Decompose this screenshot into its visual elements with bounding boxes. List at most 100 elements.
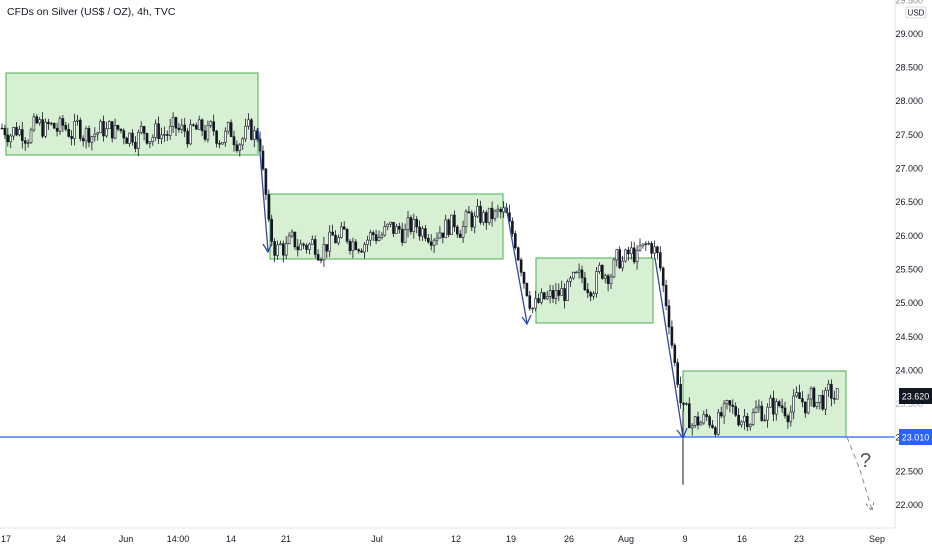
- candle-body: [806, 398, 810, 414]
- candle-body: [667, 305, 671, 328]
- candle-body: [772, 397, 775, 415]
- candle-body: [424, 228, 427, 239]
- candle-body: [15, 127, 18, 136]
- candle-body: [537, 298, 540, 303]
- candle-body: [618, 249, 622, 269]
- candle-body: [473, 215, 477, 228]
- candle-body: [542, 292, 546, 300]
- candle-body: [212, 121, 215, 132]
- currency-label: USD: [908, 9, 925, 18]
- candle-body: [525, 282, 529, 297]
- candle-body: [368, 232, 372, 241]
- candle-body: [163, 134, 166, 136]
- candle-body: [647, 243, 651, 245]
- candle-body: [453, 214, 456, 228]
- candle-body: [743, 415, 746, 423]
- candle-body: [447, 219, 450, 236]
- candle-body: [377, 237, 381, 241]
- candle-body: [415, 219, 419, 228]
- candle-body: [769, 397, 772, 408]
- candle-body: [728, 400, 732, 406]
- candle-body: [125, 137, 128, 144]
- candle-body: [658, 252, 662, 269]
- candle-body: [687, 403, 691, 429]
- candle-body: [171, 117, 175, 127]
- candle-body: [154, 123, 157, 138]
- candle-body: [821, 395, 825, 410]
- candle-body: [531, 307, 535, 310]
- y-tick-label: 28.500: [895, 63, 923, 73]
- candle-body: [90, 136, 94, 143]
- candle-body: [23, 140, 27, 144]
- candle-body: [406, 217, 410, 231]
- candle-body: [534, 298, 537, 309]
- candle-body: [670, 326, 674, 346]
- candle-body: [183, 124, 186, 132]
- candle-body: [560, 288, 564, 296]
- candle-body: [464, 211, 468, 227]
- x-tick-label: 16: [737, 534, 747, 544]
- candle-body: [725, 400, 729, 405]
- candle-body: [276, 244, 279, 256]
- candle-body: [224, 130, 227, 143]
- x-tick-label: 14: [226, 534, 236, 544]
- candle-body: [235, 144, 239, 151]
- candle-body: [58, 118, 62, 132]
- candle-body: [563, 288, 566, 301]
- candle-body: [351, 241, 355, 251]
- candle-body: [267, 194, 271, 220]
- candle-body: [606, 275, 610, 285]
- candle-body: [455, 226, 459, 235]
- candle-body: [290, 231, 294, 237]
- candle-body: [615, 249, 619, 261]
- candle-body: [632, 247, 636, 263]
- candle-body: [392, 221, 395, 234]
- candle-body: [624, 249, 627, 262]
- candle-body: [328, 231, 332, 252]
- x-tick-label: 24: [56, 534, 66, 544]
- candle-body: [241, 138, 244, 146]
- candle-body: [284, 243, 288, 256]
- candle-body: [253, 130, 256, 140]
- candle-body: [609, 276, 613, 285]
- candle-body: [679, 384, 682, 404]
- y-tick-label: 28.000: [895, 96, 923, 106]
- candle-body: [409, 217, 413, 232]
- candle-body: [470, 212, 474, 228]
- candle-body: [540, 292, 543, 303]
- candle-body: [206, 125, 210, 140]
- candle-body: [476, 205, 479, 217]
- candle-body: [264, 168, 268, 195]
- candle-body: [777, 401, 781, 407]
- x-tick-label: Jul: [371, 534, 383, 544]
- candle-body: [432, 239, 436, 246]
- candle-body: [35, 116, 39, 124]
- candle-body: [598, 264, 601, 272]
- candle-body: [490, 207, 494, 219]
- candle-body: [296, 246, 300, 251]
- candle-body: [676, 362, 680, 385]
- candle-body: [180, 124, 184, 130]
- candle-body: [621, 260, 624, 269]
- candle-body: [247, 119, 250, 127]
- candle-body: [313, 239, 317, 255]
- candle-body: [650, 243, 653, 254]
- candle-body: [702, 414, 706, 424]
- candle-body: [656, 246, 659, 254]
- candle-body: [93, 133, 97, 138]
- candle-body: [325, 244, 329, 252]
- candle-body: [151, 137, 155, 142]
- candle-body: [189, 124, 192, 145]
- candle-body: [792, 395, 796, 413]
- time-axis: 17 24 Jun 14:00 14 21 Jul 12 19 26 Aug 9 16 23 Sep: [0, 527, 895, 544]
- candle-body: [157, 123, 160, 139]
- candle-body: [499, 208, 503, 213]
- candle-body: [73, 121, 76, 139]
- candle-body: [832, 398, 836, 400]
- candle-body: [250, 119, 253, 140]
- candle-body: [47, 121, 50, 125]
- candle-body: [137, 131, 140, 149]
- candle-body: [200, 119, 204, 132]
- candle-body: [145, 132, 149, 144]
